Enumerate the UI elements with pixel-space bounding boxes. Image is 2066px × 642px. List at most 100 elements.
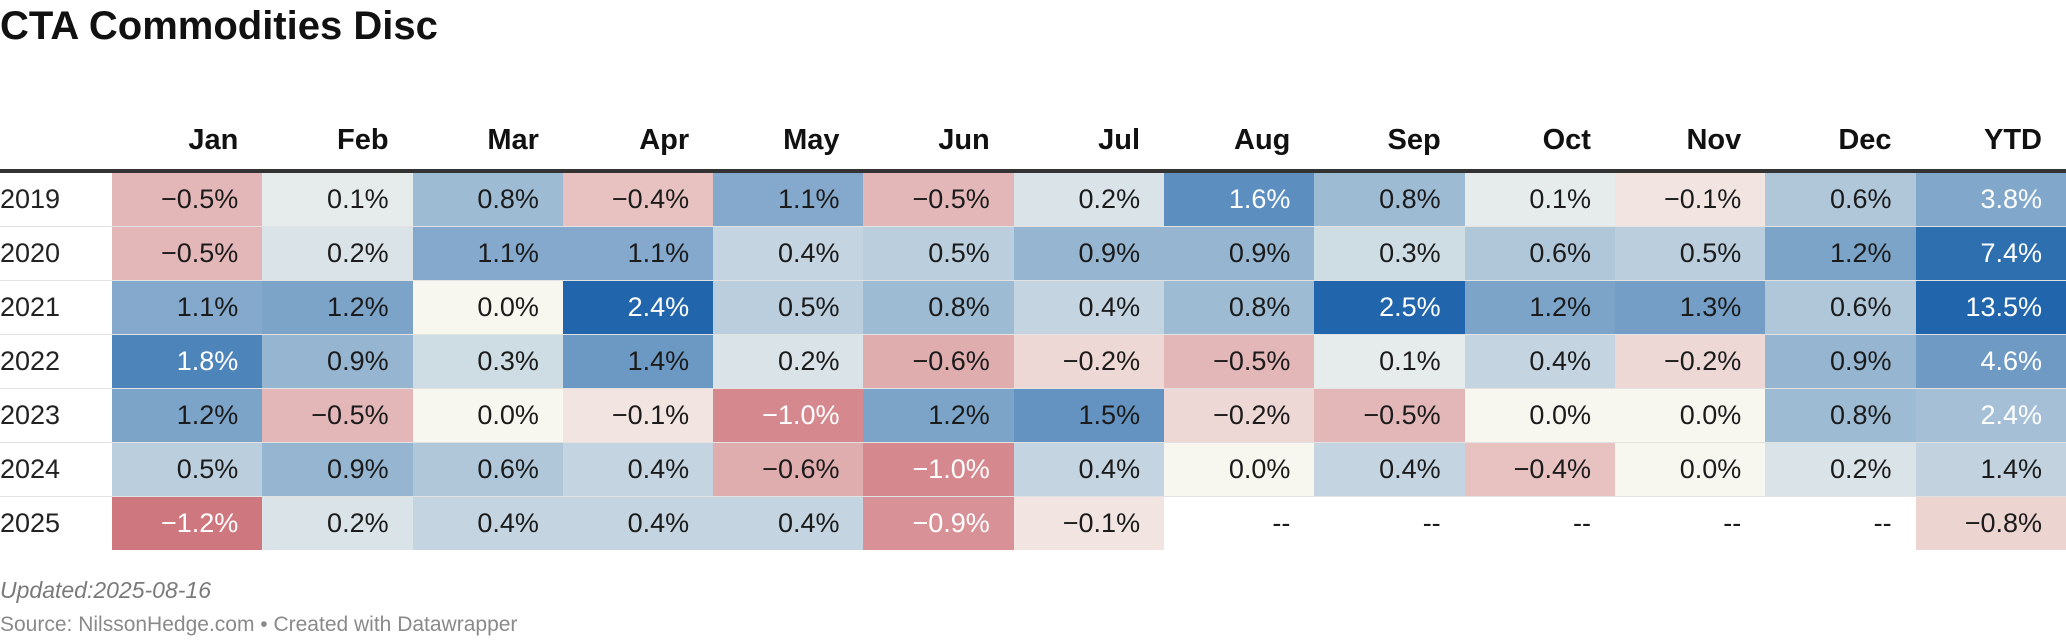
heat-cell-2021-aug: 0.8% (1164, 280, 1315, 335)
heat-cell-2023-may: −1.0% (713, 388, 864, 443)
heat-cell-2022-jul: −0.2% (1013, 334, 1165, 389)
heat-cell-2019-may: 1.1% (713, 171, 864, 227)
heat-cell-2025-dec: -- (1765, 496, 1916, 550)
heat-cell-2020-nov: 0.5% (1614, 226, 1766, 281)
heat-cell-2022-sep: 0.1% (1314, 334, 1465, 389)
heat-cell-2019-jun: −0.5% (863, 171, 1014, 227)
heat-cell-2021-mar: 0.0% (412, 280, 563, 335)
heat-cell-2019-dec: 0.6% (1765, 171, 1916, 227)
row-year-label: 2021 (0, 280, 112, 335)
heat-cell-2024-feb: 0.9% (262, 442, 413, 497)
heat-cell-2024-jul: 0.4% (1013, 442, 1165, 497)
column-header-mar: Mar (412, 100, 563, 173)
heat-cell-2019-apr: −0.4% (562, 171, 714, 227)
heat-cell-2021-jan: 1.1% (112, 280, 263, 335)
heat-cell-2025-aug: -- (1164, 496, 1315, 550)
heat-cell-2019-ytd: 3.8% (1915, 171, 2066, 227)
heat-cell-2025-jun: −0.9% (863, 496, 1014, 550)
heat-cell-2022-aug: −0.5% (1164, 334, 1315, 389)
heat-cell-2024-jun: −1.0% (863, 442, 1014, 497)
heat-cell-2023-aug: −0.2% (1164, 388, 1315, 443)
heat-cell-2022-jun: −0.6% (863, 334, 1014, 389)
heat-cell-2019-jul: 0.2% (1013, 171, 1165, 227)
heat-cell-2022-dec: 0.9% (1765, 334, 1916, 389)
heat-cell-2025-nov: -- (1614, 496, 1766, 550)
heat-cell-2023-oct: 0.0% (1464, 388, 1615, 443)
heat-cell-2021-dec: 0.6% (1765, 280, 1916, 335)
heat-cell-2023-apr: −0.1% (562, 388, 714, 443)
heat-cell-2021-feb: 1.2% (262, 280, 413, 335)
heat-cell-2024-apr: 0.4% (562, 442, 714, 497)
table-body: 2019 −0.5% 0.1% 0.8% −0.4% 1.1% −0.5% 0.2% 1.6% 0… (0, 171, 2066, 550)
column-header-may: May (713, 100, 864, 173)
heat-cell-2019-feb: 0.1% (262, 171, 413, 227)
heat-cell-2019-sep: 0.8% (1314, 171, 1465, 227)
heat-cell-2023-jun: 1.2% (863, 388, 1014, 443)
table-row: 2021 1.1% 1.2% 0.0% 2.4% 0.5% 0.8% 0.4% 0.8% 2.5%… (0, 280, 2066, 335)
heat-cell-2023-sep: −0.5% (1314, 388, 1465, 443)
returns-heatmap-table: Jan Feb Mar Apr May Jun Jul Aug Sep Oct Nov Dec YTD … (0, 100, 2066, 550)
heat-cell-2025-feb: 0.2% (262, 496, 413, 550)
heat-cell-2025-mar: 0.4% (412, 496, 563, 550)
table-row: 2025 −1.2% 0.2% 0.4% 0.4% 0.4% −0.9% −0.1% -- -- -… (0, 496, 2066, 550)
heat-cell-2022-feb: 0.9% (262, 334, 413, 389)
heat-cell-2020-may: 0.4% (713, 226, 864, 281)
heat-cell-2021-jul: 0.4% (1013, 280, 1165, 335)
updated-note: Updated:2025-08-16 (0, 577, 211, 603)
column-header-jul: Jul (1013, 100, 1165, 173)
heat-cell-2025-jan: −1.2% (112, 496, 263, 550)
heat-cell-2020-jul: 0.9% (1013, 226, 1165, 281)
table-row: 2023 1.2% −0.5% 0.0% −0.1% −1.0% 1.2% 1.5% −0.2%… (0, 388, 2066, 443)
heat-cell-2025-apr: 0.4% (562, 496, 714, 550)
heat-cell-2021-nov: 1.3% (1614, 280, 1766, 335)
heat-cell-2021-oct: 1.2% (1464, 280, 1615, 335)
table-row: 2020 −0.5% 0.2% 1.1% 1.1% 0.4% 0.5% 0.9% 0.9% 0.3… (0, 226, 2066, 281)
heat-cell-2024-may: −0.6% (713, 442, 864, 497)
column-header-apr: Apr (562, 100, 714, 173)
heat-cell-2020-jun: 0.5% (863, 226, 1014, 281)
table-row: 2024 0.5% 0.9% 0.6% 0.4% −0.6% −1.0% 0.4% 0.0% 0.… (0, 442, 2066, 497)
heat-cell-2024-dec: 0.2% (1765, 442, 1916, 497)
column-header-feb: Feb (262, 100, 413, 173)
heat-cell-2022-may: 0.2% (713, 334, 864, 389)
heat-cell-2024-oct: −0.4% (1464, 442, 1615, 497)
heat-cell-2023-jan: 1.2% (112, 388, 263, 443)
heat-cell-2019-jan: −0.5% (112, 171, 263, 227)
heat-cell-2020-oct: 0.6% (1464, 226, 1615, 281)
heat-cell-2021-sep: 2.5% (1314, 280, 1465, 335)
chart-title: CTA Commodities Disc (0, 4, 438, 48)
heat-cell-2020-mar: 1.1% (412, 226, 563, 281)
heat-cell-2022-nov: −0.2% (1614, 334, 1766, 389)
column-header-dec: Dec (1765, 100, 1916, 173)
source-note: Source: NilssonHedge.com • Created with … (0, 613, 518, 636)
row-year-label: 2024 (0, 442, 112, 497)
heat-cell-2024-sep: 0.4% (1314, 442, 1465, 497)
heat-cell-2025-ytd: −0.8% (1915, 496, 2066, 550)
heat-cell-2024-jan: 0.5% (112, 442, 263, 497)
heat-cell-2022-apr: 1.4% (562, 334, 714, 389)
heat-cell-2022-oct: 0.4% (1464, 334, 1615, 389)
heat-cell-2019-aug: 1.6% (1164, 171, 1315, 227)
heat-cell-2021-ytd: 13.5% (1915, 280, 2066, 335)
table-row: 2019 −0.5% 0.1% 0.8% −0.4% 1.1% −0.5% 0.2% 1.6% 0… (0, 171, 2066, 227)
row-year-label: 2019 (0, 171, 112, 227)
heat-cell-2020-feb: 0.2% (262, 226, 413, 281)
header-corner (0, 100, 112, 173)
column-header-sep: Sep (1314, 100, 1465, 173)
column-header-oct: Oct (1464, 100, 1615, 173)
heat-cell-2023-nov: 0.0% (1614, 388, 1766, 443)
heat-cell-2020-ytd: 7.4% (1915, 226, 2066, 281)
heat-cell-2025-oct: -- (1464, 496, 1615, 550)
heat-cell-2022-mar: 0.3% (412, 334, 563, 389)
heat-cell-2023-mar: 0.0% (412, 388, 563, 443)
column-header-jun: Jun (863, 100, 1014, 173)
heat-cell-2023-feb: −0.5% (262, 388, 413, 443)
heat-cell-2023-ytd: 2.4% (1915, 388, 2066, 443)
heat-cell-2025-may: 0.4% (713, 496, 864, 550)
row-year-label: 2020 (0, 226, 112, 281)
heat-cell-2019-oct: 0.1% (1464, 171, 1615, 227)
column-header-aug: Aug (1164, 100, 1315, 173)
heat-cell-2022-ytd: 4.6% (1915, 334, 2066, 389)
column-header-nov: Nov (1614, 100, 1766, 173)
heat-cell-2023-jul: 1.5% (1013, 388, 1165, 443)
